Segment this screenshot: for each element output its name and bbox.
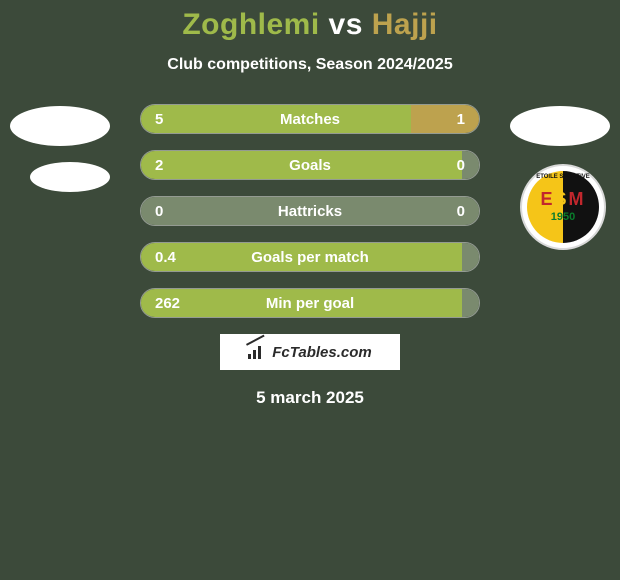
stat-label: Goals per match xyxy=(251,243,369,272)
stat-label: Min per goal xyxy=(266,289,354,318)
stat-label: Hattricks xyxy=(278,197,342,226)
stat-rows: 5 Matches 1 2 Goals 0 0 Hattricks 0 0.4 Goals per … xyxy=(140,104,480,318)
logo-letter-m: M xyxy=(569,189,586,209)
subtitle: Club competitions, Season 2024/2025 xyxy=(0,56,620,74)
stat-value-left: 5 xyxy=(155,105,163,134)
stat-segment-right xyxy=(411,105,479,133)
logo-letter-e: E xyxy=(540,189,554,209)
stat-segment-left xyxy=(141,105,411,133)
stat-bar-min-per-goal: 262 Min per goal xyxy=(140,288,480,318)
player1-avatar-placeholder xyxy=(10,106,110,146)
page-title: Zoghlemi vs Hajji xyxy=(0,8,620,42)
title-player2: Hajji xyxy=(372,8,438,41)
stat-bar-matches: 5 Matches 1 xyxy=(140,104,480,134)
title-vs: vs xyxy=(329,8,363,41)
stat-label: Goals xyxy=(289,151,331,180)
stat-label: Matches xyxy=(280,105,340,134)
stat-value-right: 0 xyxy=(457,197,465,226)
stat-bar-hattricks: 0 Hattricks 0 xyxy=(140,196,480,226)
stat-value-right: 1 xyxy=(457,105,465,134)
logo-year: 1950 xyxy=(527,211,599,223)
stat-segment-right xyxy=(462,243,479,271)
logo-letter-s: S xyxy=(555,189,569,209)
stat-value-left: 0 xyxy=(155,197,163,226)
stat-value-right: 0 xyxy=(457,151,465,180)
chart-icon xyxy=(248,345,266,359)
generation-date: 5 march 2025 xyxy=(0,388,620,408)
player1-club-placeholder xyxy=(30,162,110,192)
player2-avatar-placeholder xyxy=(510,106,610,146)
stat-bar-goals: 2 Goals 0 xyxy=(140,150,480,180)
player2-club-badge: ETOILE SPORTIVE ESM 1950 xyxy=(520,164,606,250)
stat-segment-right xyxy=(462,289,479,317)
logo-monogram: ESM xyxy=(527,189,599,210)
stat-value-left: 2 xyxy=(155,151,163,180)
watermark-text: FcTables.com xyxy=(272,344,371,361)
stat-bar-goals-per-match: 0.4 Goals per match xyxy=(140,242,480,272)
watermark: FcTables.com xyxy=(220,334,400,370)
stat-value-left: 0.4 xyxy=(155,243,176,272)
title-player1: Zoghlemi xyxy=(182,8,319,41)
esm-logo: ETOILE SPORTIVE ESM 1950 xyxy=(527,171,599,243)
stat-value-left: 262 xyxy=(155,289,180,318)
stats-area: ETOILE SPORTIVE ESM 1950 5 Matches 1 2 Goals… xyxy=(0,104,620,318)
comparison-infographic: Zoghlemi vs Hajji Club competitions, Sea… xyxy=(0,0,620,580)
logo-arc-text: ETOILE SPORTIVE xyxy=(527,174,599,180)
